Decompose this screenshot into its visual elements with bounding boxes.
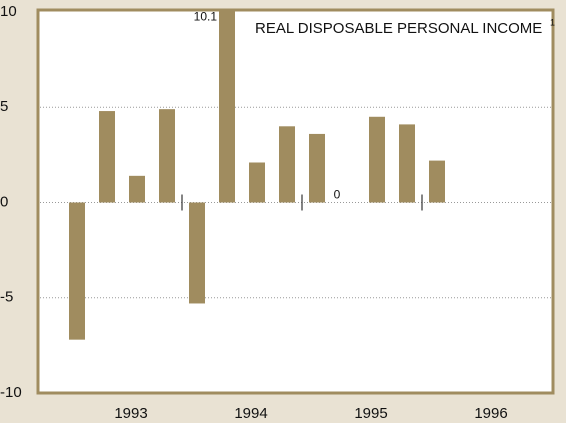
title-footnote: 1	[550, 17, 555, 27]
bar	[159, 109, 175, 203]
x-tick-label: 1995	[354, 405, 387, 422]
y-tick-label: -10	[0, 384, 22, 401]
bar	[279, 126, 295, 203]
y-tick-label: -5	[0, 289, 13, 306]
bar	[399, 124, 415, 203]
bar	[189, 202, 205, 304]
x-tick-label: 1996	[474, 405, 507, 422]
bar	[429, 160, 445, 203]
bar	[99, 111, 115, 203]
chart-title: REAL DISPOSABLE PERSONAL INCOME	[255, 20, 542, 37]
bar	[369, 116, 385, 203]
value-label: 10.1	[194, 9, 218, 23]
value-label: 0	[334, 188, 341, 202]
plot-area	[36, 8, 555, 395]
x-tick-label: 1994	[234, 405, 267, 422]
y-tick-label: 10	[0, 3, 17, 20]
bar	[129, 175, 145, 203]
bar	[219, 10, 235, 203]
y-tick-label: 5	[0, 98, 8, 115]
bar	[249, 162, 265, 203]
bar	[309, 133, 325, 203]
bar	[69, 202, 85, 340]
y-tick-label: 0	[0, 193, 8, 210]
x-tick-label: 1993	[114, 405, 147, 422]
